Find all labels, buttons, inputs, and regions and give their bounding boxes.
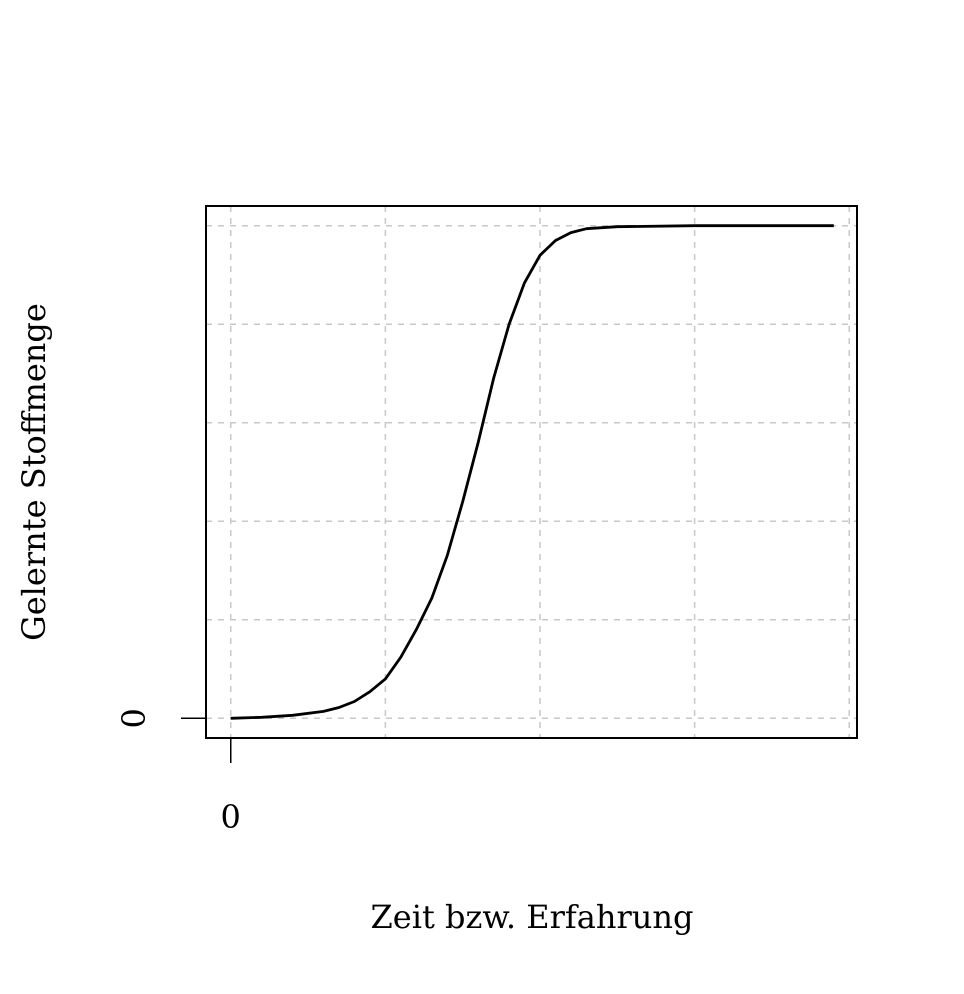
x-axis-label: Zeit bzw. Erfahrung [371, 898, 694, 936]
plot-box [205, 205, 858, 739]
data-line [230, 224, 834, 720]
x-tick-label: 0 [221, 798, 241, 836]
axes: 00 [115, 708, 241, 836]
y-axis-label: Gelernte Stoffmenge [15, 303, 53, 641]
grid [206, 206, 857, 738]
y-tick-label: 0 [115, 708, 153, 728]
